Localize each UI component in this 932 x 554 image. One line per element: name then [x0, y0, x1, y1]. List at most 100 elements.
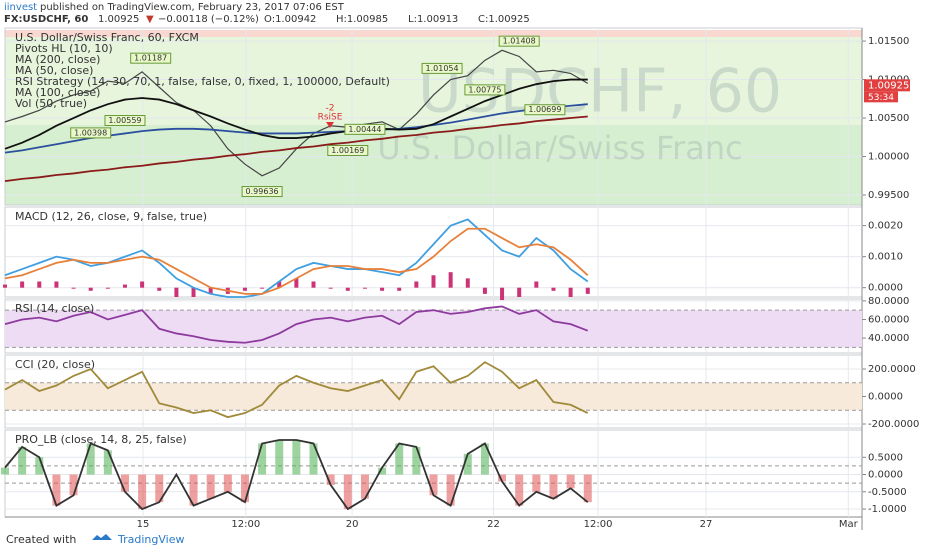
histogram-bar [500, 287, 505, 301]
series-line [4, 361, 589, 419]
arrow: ▼ [146, 14, 154, 25]
series-line [4, 115, 588, 183]
histogram-bar [122, 284, 127, 288]
fill-bar [463, 453, 472, 475]
symbol: FX:USDCHF, 60 [4, 14, 88, 25]
fill-bar [395, 443, 404, 475]
histogram-bar [362, 287, 367, 289]
footer-brand[interactable]: TradingView [117, 533, 184, 546]
series-line [4, 227, 589, 295]
pane-title: U.S. Dollar/Swiss Franc, 60, FXCM [15, 31, 199, 44]
histogram-bar [534, 281, 539, 288]
last-price-tag [864, 79, 910, 92]
last-price-label: 1.00925 [868, 80, 909, 91]
x-tick-label: 12:00 [231, 519, 260, 530]
histogram-bar [174, 287, 179, 297]
fill-bar [35, 457, 44, 475]
signal-arrow [326, 122, 334, 128]
legend-entry: MA (200, close) [15, 53, 100, 66]
pane-title: RSI (14, close) [15, 302, 94, 315]
pivot-label: 1.00775 [468, 85, 501, 94]
histogram-bar [54, 281, 59, 288]
legend-entry: Pivots HL (10, 10) [15, 42, 113, 55]
fill-bar [446, 474, 455, 506]
pivot-label: 1.00398 [74, 128, 107, 137]
histogram-bar [140, 281, 145, 288]
histogram-bar [277, 281, 282, 288]
pivot-box [241, 186, 283, 198]
author[interactable]: iinvest [4, 2, 37, 13]
histogram-bar [448, 272, 453, 288]
histogram-bar [585, 287, 590, 294]
fill-bar [532, 474, 541, 492]
y-tick-label: 40.0000 [868, 333, 909, 344]
histogram-bar [37, 281, 42, 288]
legend-entry: Vol (50, true) [15, 97, 87, 110]
histogram-bar [105, 287, 110, 289]
histogram-bar [345, 287, 350, 291]
histogram-bar [157, 287, 162, 291]
pivot-box [70, 127, 112, 139]
x-tick-label: 22 [487, 519, 500, 530]
y-tick-label: 0.0010 [868, 252, 903, 263]
histogram-bar [242, 287, 247, 291]
fill-bar [189, 474, 198, 506]
fill-bar [138, 474, 147, 510]
histogram-bar [551, 287, 556, 291]
histogram-bar [294, 278, 299, 288]
histogram-bar [414, 281, 419, 288]
histogram-bar [208, 287, 213, 294]
change: −0.00118 (−0.12%) [158, 14, 259, 25]
legend-entry: RSI Strategy (14, 30, 70, 1, false, fals… [15, 75, 390, 88]
fill-bar [515, 474, 524, 506]
pivot-label: 1.01408 [503, 37, 536, 46]
y-tick-label: -1.0000 [868, 504, 907, 515]
fill-bar [292, 440, 301, 475]
fill-bar [240, 474, 249, 503]
y-tick-label: 1.00000 [868, 152, 909, 163]
series-line [4, 78, 588, 150]
signal-label: RsiSE [318, 113, 343, 123]
y-tick-label: 1.00500 [868, 113, 909, 124]
fill-bar [69, 474, 78, 496]
histogram-bar [517, 287, 522, 297]
band [5, 310, 862, 348]
fill-bar [52, 474, 61, 506]
fill-bar [343, 474, 352, 510]
footer-created: Created with [6, 533, 76, 546]
ohlc-c: C:1.00925 [478, 14, 530, 25]
pivot-box [344, 123, 386, 135]
brand-logo [92, 534, 112, 540]
pivot-box [327, 145, 369, 157]
x-tick-label: Mar [839, 519, 859, 530]
pivot-label: 1.00559 [108, 116, 141, 125]
fill-bar [120, 474, 129, 492]
series-line [4, 305, 589, 344]
fill-bar [583, 474, 592, 503]
y-tick-label: 0.0000 [868, 392, 903, 403]
pivot-box [498, 35, 540, 47]
fill-bar [206, 474, 215, 499]
y-tick-label: 0.0000 [868, 470, 903, 481]
ohlc-l: L:1.00913 [408, 14, 458, 25]
pivot-box [524, 104, 566, 116]
last: 1.00925 [98, 14, 139, 25]
fill-bar [360, 474, 369, 499]
y-tick-label: 0.5000 [868, 452, 903, 463]
series-line [4, 439, 589, 511]
y-tick-label: -0.5000 [868, 487, 907, 498]
y-tick-label: 0.0020 [868, 221, 903, 232]
histogram-bar [260, 287, 265, 289]
series-line [4, 218, 589, 298]
fill-bar [566, 474, 575, 489]
fill-bar [429, 474, 438, 496]
band [5, 382, 862, 411]
histogram-bar [3, 284, 7, 288]
y-tick-label: 1.01500 [868, 36, 909, 47]
pivot-label: 1.00699 [528, 105, 561, 114]
pivot-box [104, 114, 146, 126]
pivot-label: 1.01054 [426, 64, 459, 73]
y-tick-label: 200.0000 [868, 364, 916, 375]
